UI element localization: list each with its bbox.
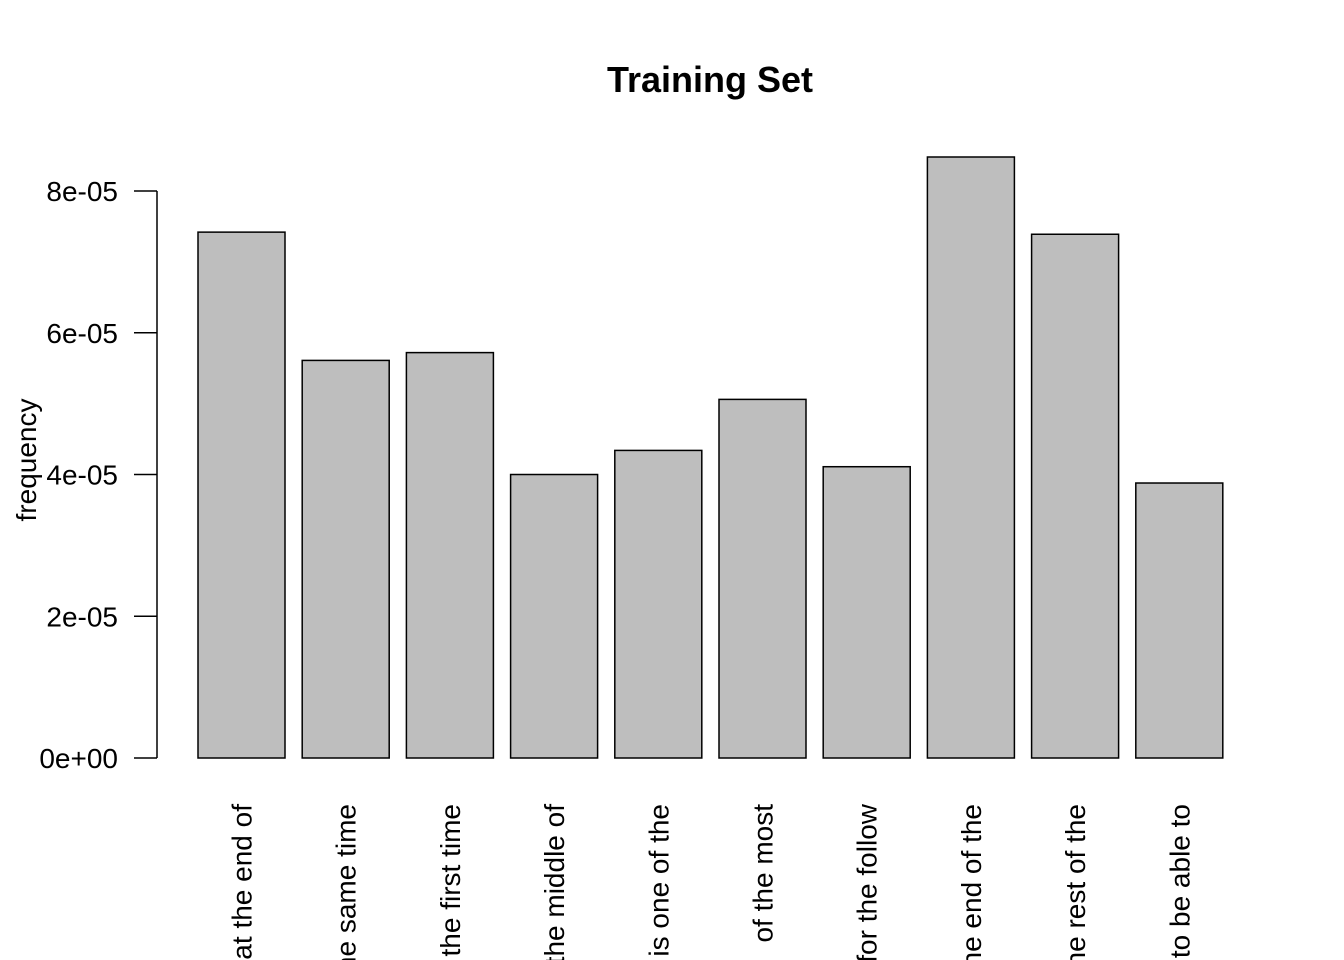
bar — [1135, 482, 1224, 759]
bar — [822, 465, 911, 759]
category-labels: at the end of the same time the first time… — [227, 803, 1196, 960]
y-axis: 0e+00 2e-05 4e-05 6e-05 8e-05 — [39, 176, 158, 774]
y-tick-label: 4e-05 — [46, 460, 118, 491]
bar — [1030, 233, 1120, 759]
bar — [926, 156, 1016, 759]
category-label: is one of the — [643, 804, 674, 957]
category-label: the end of the — [956, 804, 987, 960]
bar — [301, 359, 390, 759]
category-label: the middle of — [539, 804, 570, 960]
category-label: at the end of — [227, 804, 258, 960]
category-label: for the follow — [852, 803, 883, 960]
bar — [405, 351, 495, 759]
category-label: the same time — [331, 804, 362, 960]
bar — [718, 398, 807, 759]
y-axis-label: frequency — [11, 399, 42, 522]
category-label: the rest of the — [1060, 804, 1091, 960]
chart-title: Training Set — [607, 59, 813, 100]
y-tick-label: 2e-05 — [46, 601, 118, 632]
category-label: of the most — [748, 804, 779, 943]
y-tick-label: 0e+00 — [39, 743, 118, 774]
y-tick-label: 8e-05 — [46, 176, 118, 207]
bar — [614, 449, 703, 759]
category-label: to be able to — [1164, 804, 1195, 958]
y-tick-label: 6e-05 — [46, 318, 118, 349]
bars-group — [197, 156, 1224, 759]
bar — [509, 473, 599, 759]
category-label: the first time — [435, 804, 466, 956]
bar — [197, 231, 286, 759]
